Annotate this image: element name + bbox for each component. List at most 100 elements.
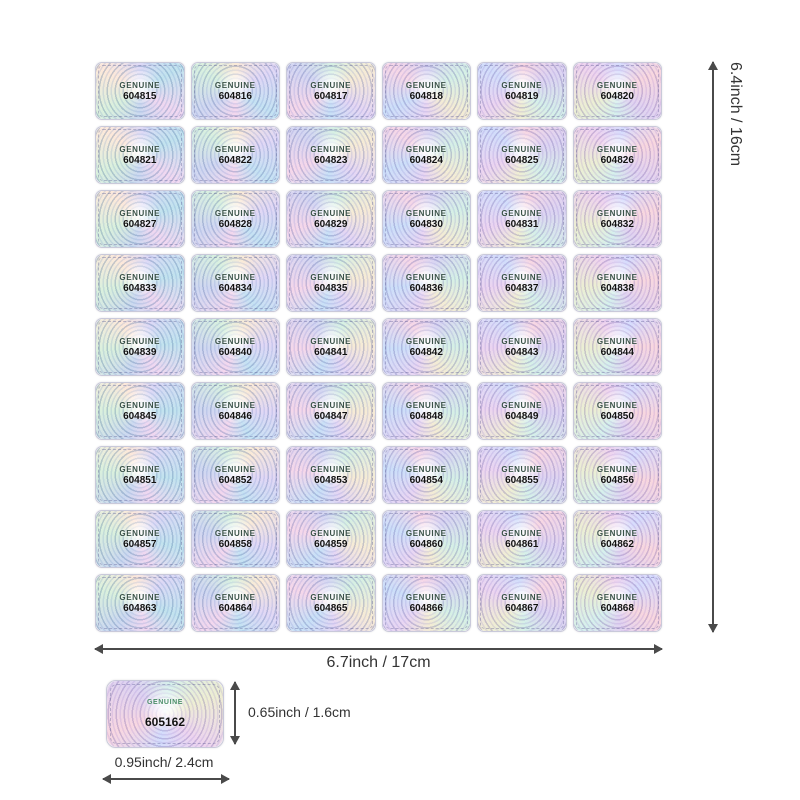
serial-number: 604837 — [505, 282, 539, 294]
genuine-label: GENUINE — [405, 144, 447, 154]
serial-number: 604825 — [505, 154, 539, 166]
genuine-label: GENUINE — [501, 400, 543, 410]
genuine-label: GENUINE — [405, 400, 447, 410]
genuine-label: GENUINE — [501, 80, 543, 90]
genuine-label: GENUINE — [596, 464, 638, 474]
serial-number: 604844 — [600, 346, 634, 358]
serial-number: 604847 — [314, 410, 348, 422]
hologram-sticker: GENUINE 604862 — [572, 510, 662, 568]
hologram-sticker: GENUINE 604823 — [286, 126, 376, 184]
serial-number: 605162 — [144, 715, 186, 729]
serial-number: 604835 — [314, 282, 348, 294]
hologram-sticker: GENUINE 604840 — [190, 318, 280, 376]
hologram-sticker: GENUINE 604845 — [95, 382, 185, 440]
genuine-label: GENUINE — [310, 272, 352, 282]
hologram-sticker: GENUINE 604853 — [286, 446, 376, 504]
hologram-sticker: GENUINE 604860 — [381, 510, 471, 568]
single-width-label: 0.95inch/ 2.4cm — [114, 754, 214, 770]
hologram-sticker: GENUINE 604816 — [190, 62, 280, 120]
serial-number: 604854 — [409, 474, 443, 486]
serial-number: 604831 — [505, 218, 539, 230]
hologram-sticker: GENUINE 604854 — [381, 446, 471, 504]
serial-number: 604826 — [600, 154, 634, 166]
hologram-sticker: GENUINE 604843 — [477, 318, 567, 376]
serial-number: 604845 — [123, 410, 157, 422]
sheet-width-arrow — [94, 644, 663, 654]
genuine-label: GENUINE — [119, 336, 161, 346]
hologram-sticker: GENUINE 604842 — [381, 318, 471, 376]
hologram-sticker: GENUINE 604819 — [477, 62, 567, 120]
genuine-label: GENUINE — [596, 592, 638, 602]
serial-number: 604864 — [218, 602, 252, 614]
serial-number: 604850 — [600, 410, 634, 422]
serial-number: 604836 — [409, 282, 443, 294]
hologram-sticker: GENUINE 604868 — [572, 574, 662, 632]
serial-number: 604859 — [314, 538, 348, 550]
serial-number: 604857 — [123, 538, 157, 550]
serial-number: 604820 — [600, 90, 634, 102]
serial-number: 604843 — [505, 346, 539, 358]
genuine-label: GENUINE — [119, 80, 161, 90]
serial-number: 604862 — [600, 538, 634, 550]
hologram-sticker: GENUINE 604855 — [477, 446, 567, 504]
serial-number: 604830 — [409, 218, 443, 230]
serial-number: 604834 — [218, 282, 252, 294]
hologram-sticker: GENUINE 604861 — [477, 510, 567, 568]
genuine-label: GENUINE — [119, 208, 161, 218]
genuine-label: GENUINE — [310, 528, 352, 538]
hologram-sticker: GENUINE 604834 — [190, 254, 280, 312]
sheet-height-label: 6.4inch / 16cm — [727, 62, 744, 167]
genuine-label: GENUINE — [119, 592, 161, 602]
hologram-sticker: GENUINE 604866 — [381, 574, 471, 632]
genuine-label: GENUINE — [596, 528, 638, 538]
genuine-label: GENUINE — [214, 80, 256, 90]
genuine-label: GENUINE — [146, 699, 184, 706]
genuine-label: GENUINE — [214, 272, 256, 282]
genuine-label: GENUINE — [501, 464, 543, 474]
serial-number: 604818 — [409, 90, 443, 102]
hologram-sticker: GENUINE 604847 — [286, 382, 376, 440]
serial-number: 604853 — [314, 474, 348, 486]
serial-number: 604821 — [123, 154, 157, 166]
hologram-sticker: GENUINE 604821 — [95, 126, 185, 184]
hologram-sticker: GENUINE 604863 — [95, 574, 185, 632]
genuine-label: GENUINE — [405, 464, 447, 474]
genuine-label: GENUINE — [596, 80, 638, 90]
genuine-label: GENUINE — [310, 592, 352, 602]
serial-number: 604833 — [123, 282, 157, 294]
hologram-sticker: GENUINE 604832 — [572, 190, 662, 248]
serial-number: 604822 — [218, 154, 252, 166]
serial-number: 604824 — [409, 154, 443, 166]
hologram-sticker: GENUINE 604850 — [572, 382, 662, 440]
genuine-label: GENUINE — [214, 336, 256, 346]
serial-number: 604829 — [314, 218, 348, 230]
hologram-sticker: GENUINE 604829 — [286, 190, 376, 248]
genuine-label: GENUINE — [405, 592, 447, 602]
serial-number: 604852 — [218, 474, 252, 486]
genuine-label: GENUINE — [214, 208, 256, 218]
hologram-sticker: GENUINE 604851 — [95, 446, 185, 504]
genuine-label: GENUINE — [214, 144, 256, 154]
genuine-label: GENUINE — [214, 400, 256, 410]
hologram-sticker: GENUINE 604864 — [190, 574, 280, 632]
serial-number: 604828 — [218, 218, 252, 230]
genuine-label: GENUINE — [596, 400, 638, 410]
serial-number: 604839 — [123, 346, 157, 358]
hologram-sticker: GENUINE 604836 — [381, 254, 471, 312]
serial-number: 604846 — [218, 410, 252, 422]
hologram-sticker: GENUINE 604841 — [286, 318, 376, 376]
hologram-sticker: GENUINE 604815 — [95, 62, 185, 120]
hologram-sticker: GENUINE 604859 — [286, 510, 376, 568]
genuine-label: GENUINE — [119, 144, 161, 154]
serial-number: 604849 — [505, 410, 539, 422]
hologram-sticker: GENUINE 604858 — [190, 510, 280, 568]
serial-number: 604832 — [600, 218, 634, 230]
hologram-sticker: GENUINE 604849 — [477, 382, 567, 440]
genuine-label: GENUINE — [501, 336, 543, 346]
hologram-sticker: GENUINE 604824 — [381, 126, 471, 184]
serial-number: 604865 — [314, 602, 348, 614]
hologram-sticker: GENUINE 604831 — [477, 190, 567, 248]
single-height-label: 0.65inch / 1.6cm — [248, 704, 351, 720]
genuine-label: GENUINE — [310, 400, 352, 410]
